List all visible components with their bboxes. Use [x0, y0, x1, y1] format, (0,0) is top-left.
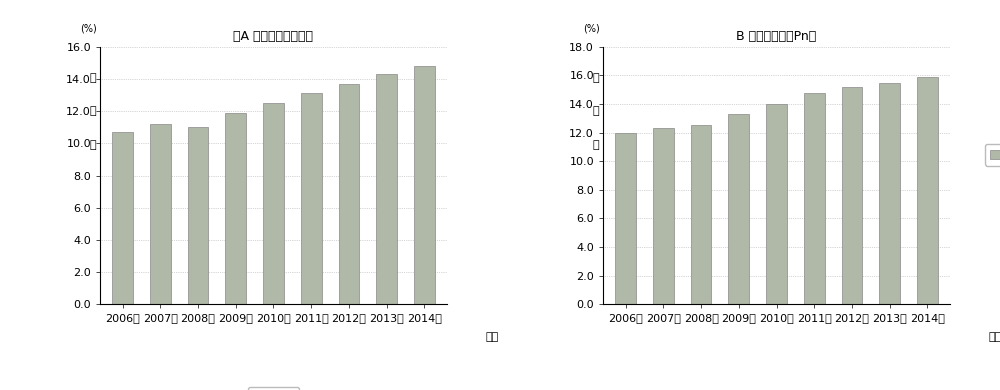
- Title: 图A 叶绿素含量的增加: 图A 叶绿素含量的增加: [233, 30, 313, 43]
- Text: 量: 量: [593, 106, 600, 116]
- Text: (%): (%): [80, 24, 97, 34]
- Text: 增: 增: [593, 73, 600, 83]
- Bar: [225, 113, 246, 304]
- Text: 量: 量: [90, 106, 97, 116]
- Bar: [691, 126, 711, 304]
- Title: B 净光合速率（Pn）: B 净光合速率（Pn）: [736, 30, 817, 43]
- Bar: [804, 92, 825, 304]
- Bar: [376, 74, 397, 304]
- Text: 率: 率: [90, 140, 97, 150]
- Bar: [301, 94, 322, 304]
- Bar: [615, 133, 636, 304]
- Bar: [263, 103, 284, 304]
- Bar: [339, 84, 359, 304]
- Bar: [112, 132, 133, 304]
- Text: (%): (%): [583, 24, 600, 34]
- Bar: [842, 87, 862, 304]
- Legend: PN: PN: [985, 144, 1000, 166]
- Text: 增: 增: [90, 73, 97, 83]
- Bar: [766, 104, 787, 304]
- Bar: [653, 128, 674, 304]
- Bar: [150, 124, 171, 304]
- Bar: [917, 77, 938, 304]
- Bar: [879, 83, 900, 304]
- Text: 率: 率: [593, 140, 600, 150]
- Text: 年度: 年度: [486, 332, 499, 342]
- Text: 年度: 年度: [989, 332, 1000, 342]
- Bar: [188, 127, 208, 304]
- Bar: [728, 114, 749, 304]
- Bar: [414, 66, 435, 304]
- Legend: 叶绿素: 叶绿素: [248, 387, 299, 390]
